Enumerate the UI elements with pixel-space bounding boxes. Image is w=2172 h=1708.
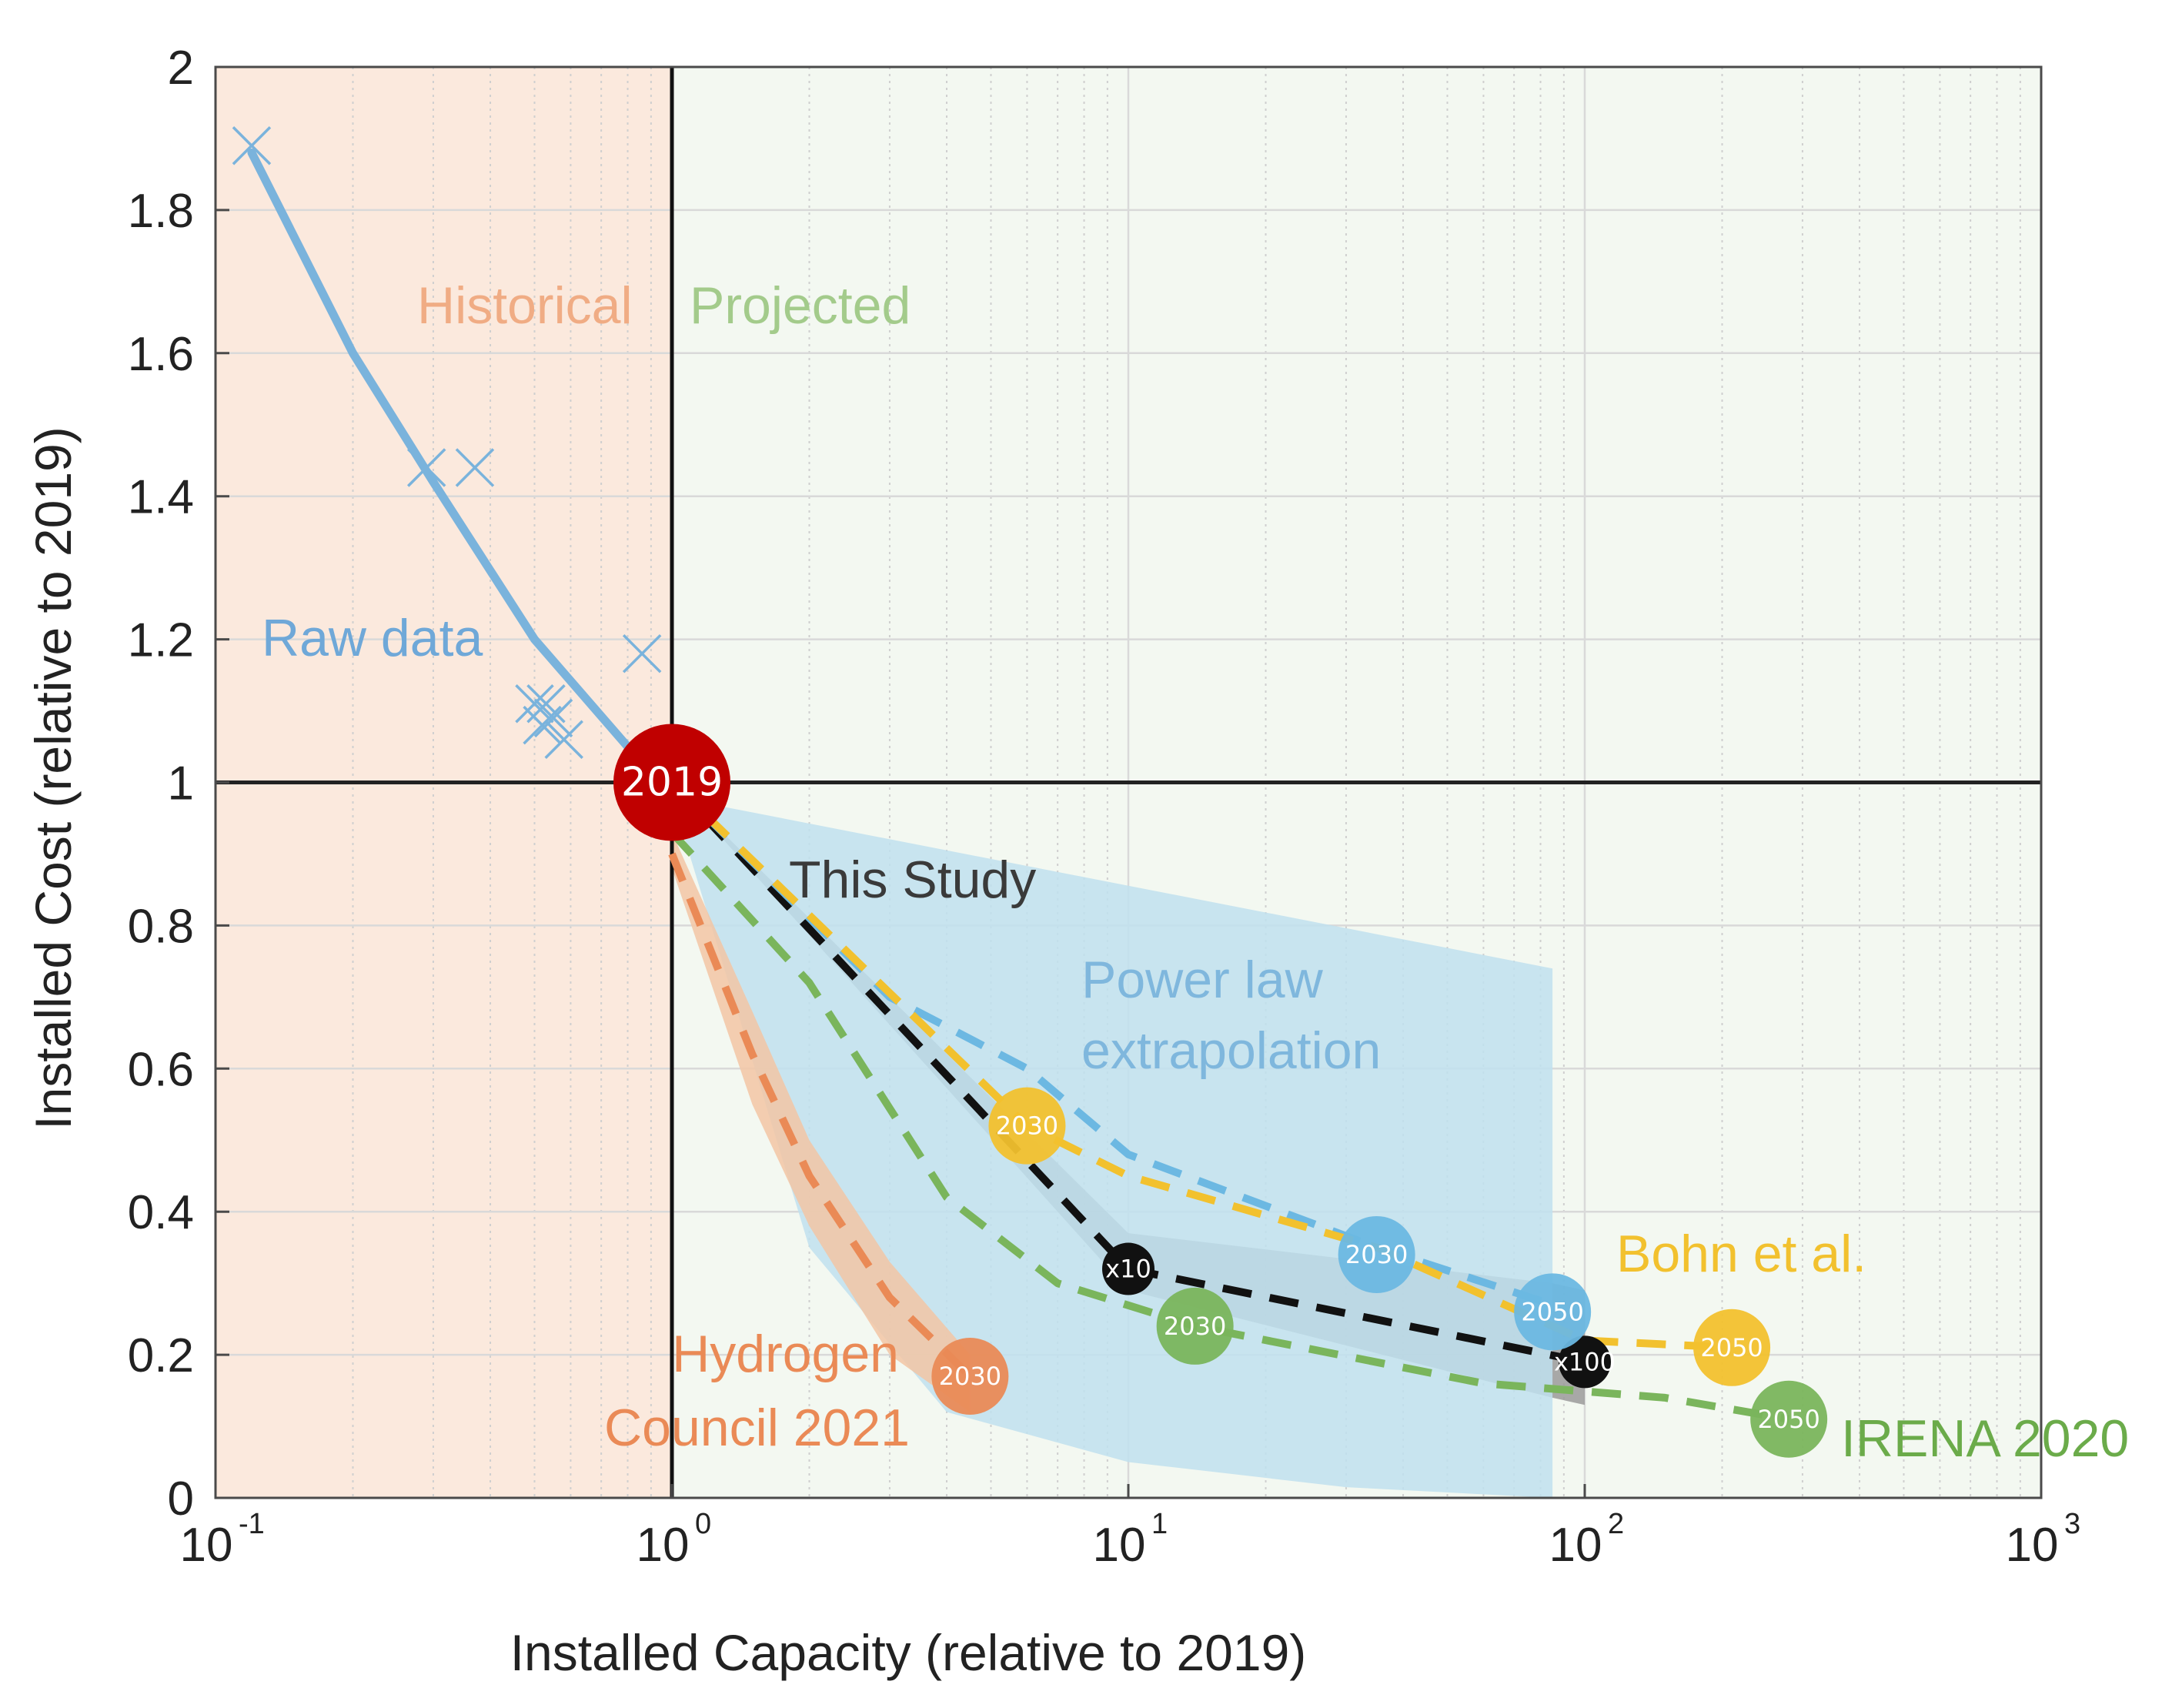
raw-data-point [515, 684, 554, 724]
marker-label: x10 [1105, 1255, 1151, 1284]
raw-data-cross-stroke [232, 126, 272, 165]
marker-label: 2050 [1757, 1405, 1819, 1434]
origin-marker: 2019 [613, 724, 730, 841]
origin-marker-circle [613, 724, 730, 841]
y-tick-label: 1 [168, 757, 194, 811]
marker-label: 2050 [1521, 1297, 1583, 1326]
marker-circle [988, 1087, 1066, 1165]
marker-this-study: x10 [1102, 1242, 1155, 1295]
raw-data-cross-stroke [533, 698, 573, 738]
marker-circle [1693, 1309, 1771, 1386]
annotation-layer: Historical Projected Raw data This Study… [262, 276, 2129, 1468]
y-tick-label: 2 [168, 42, 194, 95]
marker-label: x100 [1554, 1347, 1616, 1376]
marker-power-law-extrapolation: 2030 [1338, 1215, 1415, 1293]
annotation-bohn: Bohn et al. [1616, 1225, 1866, 1283]
marker-label: 2030 [939, 1362, 1001, 1391]
y-tick-label: 0 [168, 1472, 194, 1526]
marker-circle [1750, 1380, 1828, 1458]
series-line-layer [668, 779, 1790, 1423]
raw-data-cross-stroke [515, 684, 554, 724]
raw-data-point [232, 126, 272, 165]
annotation-this-study: This Study [789, 851, 1036, 909]
x-tick-label: 10 [180, 1519, 233, 1572]
annotation-hydrogen-1: Hydrogen [672, 1325, 899, 1383]
annotation-power-law-1: Power law [1081, 951, 1324, 1009]
raw-data-point [455, 448, 495, 487]
annotation-historical: Historical [417, 276, 633, 335]
raw-data-point [406, 448, 446, 487]
x-tick-label: 10 [1549, 1519, 1602, 1572]
raw-data-cross-stroke [406, 448, 446, 487]
tick-label-layer: 10 -1 10 0 10 1 10 2 10 300.20.40.60.811.21.41.61… [128, 42, 2080, 1572]
marker-circle [1102, 1242, 1155, 1295]
x-tick-label: 10 [1093, 1519, 1146, 1572]
y-tick-label: 1.2 [128, 614, 194, 667]
raw-data-point [544, 720, 583, 759]
x-tick-label: 10 [2006, 1519, 2059, 1572]
x-tick-exponent: -1 [239, 1508, 265, 1540]
marker-irena-2020: 2030 [1156, 1287, 1234, 1365]
raw-data-point [523, 705, 562, 745]
y-tick-label: 1.8 [128, 185, 194, 238]
x-tick-exponent: 0 [695, 1508, 711, 1540]
marker-this-study: x100 [1554, 1335, 1616, 1389]
marker-bohn-et-al-: 2030 [988, 1087, 1066, 1165]
series-line-bohn-et-al- [669, 779, 1733, 1352]
marker-label: 2030 [1345, 1240, 1408, 1269]
annotation-irena: IRENA 2020 [1841, 1409, 2129, 1468]
series-line-irena-2020 [669, 830, 1790, 1423]
y-axis-label: Installed Cost (relative to 2019) [25, 426, 82, 1129]
marker-circle [1514, 1273, 1592, 1351]
raw-data-cross-stroke [455, 448, 495, 487]
x-tick-exponent: 2 [1608, 1508, 1624, 1540]
marker-layer: x10 x100 2030 2050 2030 2050 2030 2050 2030 2019 [613, 724, 1828, 1458]
marker-circle [1338, 1215, 1415, 1293]
x-tick-label: 10 [637, 1519, 690, 1572]
marker-circle [1156, 1287, 1234, 1365]
annotation-power-law-2: extrapolation [1081, 1021, 1381, 1080]
y-tick-label: 0.2 [128, 1329, 194, 1382]
y-tick-label: 1.6 [128, 328, 194, 381]
origin-marker-label: 2019 [621, 760, 723, 806]
y-tick-label: 0.6 [128, 1043, 194, 1096]
x-tick-exponent: 1 [1151, 1508, 1168, 1540]
marker-label: 2050 [1700, 1333, 1763, 1362]
raw-data-point [622, 633, 662, 674]
marker-label: 2030 [1164, 1312, 1226, 1341]
marker-bohn-et-al-: 2050 [1693, 1309, 1771, 1386]
marker-circle [1559, 1335, 1611, 1389]
marker-label: 2030 [996, 1111, 1058, 1141]
marker-circle [931, 1337, 1009, 1415]
y-tick-label: 0.4 [128, 1186, 194, 1239]
raw-data-point [533, 698, 573, 738]
raw-data-cross-stroke [523, 705, 562, 745]
annotation-projected: Projected [690, 276, 911, 335]
marker-power-law-extrapolation: 2050 [1514, 1273, 1592, 1351]
x-axis-label: Installed Capacity (relative to 2019) [510, 1624, 1307, 1681]
raw-data-cross-stroke [544, 720, 583, 759]
y-tick-label: 1.4 [128, 471, 194, 524]
annotation-raw-data: Raw data [262, 609, 483, 667]
series-line-hydrogen-council-2021 [668, 852, 973, 1379]
series-line-this-study [669, 780, 1586, 1366]
y-tick-label: 0.8 [128, 900, 194, 953]
annotation-hydrogen-2: Council 2021 [604, 1399, 910, 1457]
marker-hydrogen-council-2021: 2030 [931, 1337, 1009, 1415]
raw-data-cross-stroke [622, 633, 662, 674]
marker-irena-2020: 2050 [1750, 1380, 1828, 1458]
x-tick-exponent: 3 [2064, 1508, 2080, 1540]
